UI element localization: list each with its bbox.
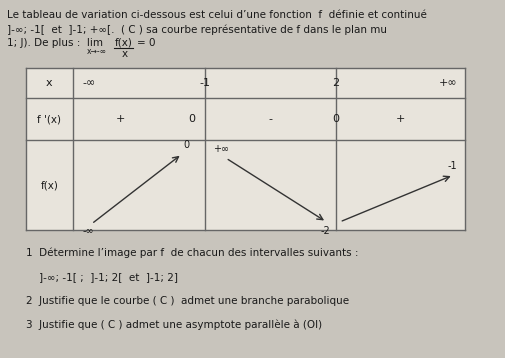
Text: ]-∞; -1[ ;  ]-1; 2[  et  ]-1; 2]: ]-∞; -1[ ; ]-1; 2[ et ]-1; 2]	[26, 272, 178, 282]
Text: 0: 0	[183, 140, 189, 150]
Text: Le tableau de variation ci-dessous est celui d’une fonction  f  définie et conti: Le tableau de variation ci-dessous est c…	[8, 10, 427, 20]
Text: -: -	[268, 114, 272, 124]
Text: -∞: -∞	[82, 78, 95, 88]
Text: +∞: +∞	[212, 144, 228, 154]
Text: f(x): f(x)	[40, 180, 58, 190]
Text: +∞: +∞	[438, 78, 456, 88]
Text: ]-∞; -1[  et  ]-1; +∞[.  ( C ) sa courbe représentative de f dans le plan mu: ]-∞; -1[ et ]-1; +∞[. ( C ) sa courbe re…	[8, 24, 387, 34]
Text: 2: 2	[332, 78, 339, 88]
Text: 1; J). De plus :  lim: 1; J). De plus : lim	[8, 38, 103, 48]
Text: 0: 0	[332, 114, 339, 124]
Text: 2  Justifie que le courbe ( C )  admet une branche parabolique: 2 Justifie que le courbe ( C ) admet une…	[26, 296, 348, 306]
Text: x: x	[121, 49, 127, 59]
Text: -∞: -∞	[82, 226, 93, 236]
Text: +: +	[395, 114, 404, 124]
Text: -2: -2	[320, 226, 330, 236]
Text: f(x): f(x)	[115, 37, 132, 47]
Text: 1  Détermine l’image par f  de chacun des intervalles suivants :: 1 Détermine l’image par f de chacun des …	[26, 248, 358, 258]
Text: 3  Justifie que ( C ) admet une asymptote parallèle à (OI): 3 Justifie que ( C ) admet une asymptote…	[26, 320, 322, 330]
Text: x: x	[46, 78, 53, 88]
Text: 0: 0	[188, 114, 195, 124]
Text: -1: -1	[199, 78, 211, 88]
Text: = 0: = 0	[137, 38, 156, 48]
Bar	[26, 68, 464, 230]
Text: x→-∞: x→-∞	[86, 47, 107, 56]
Text: -1: -1	[446, 161, 456, 171]
Text: +: +	[116, 114, 125, 124]
Text: f '(x): f '(x)	[37, 114, 61, 124]
